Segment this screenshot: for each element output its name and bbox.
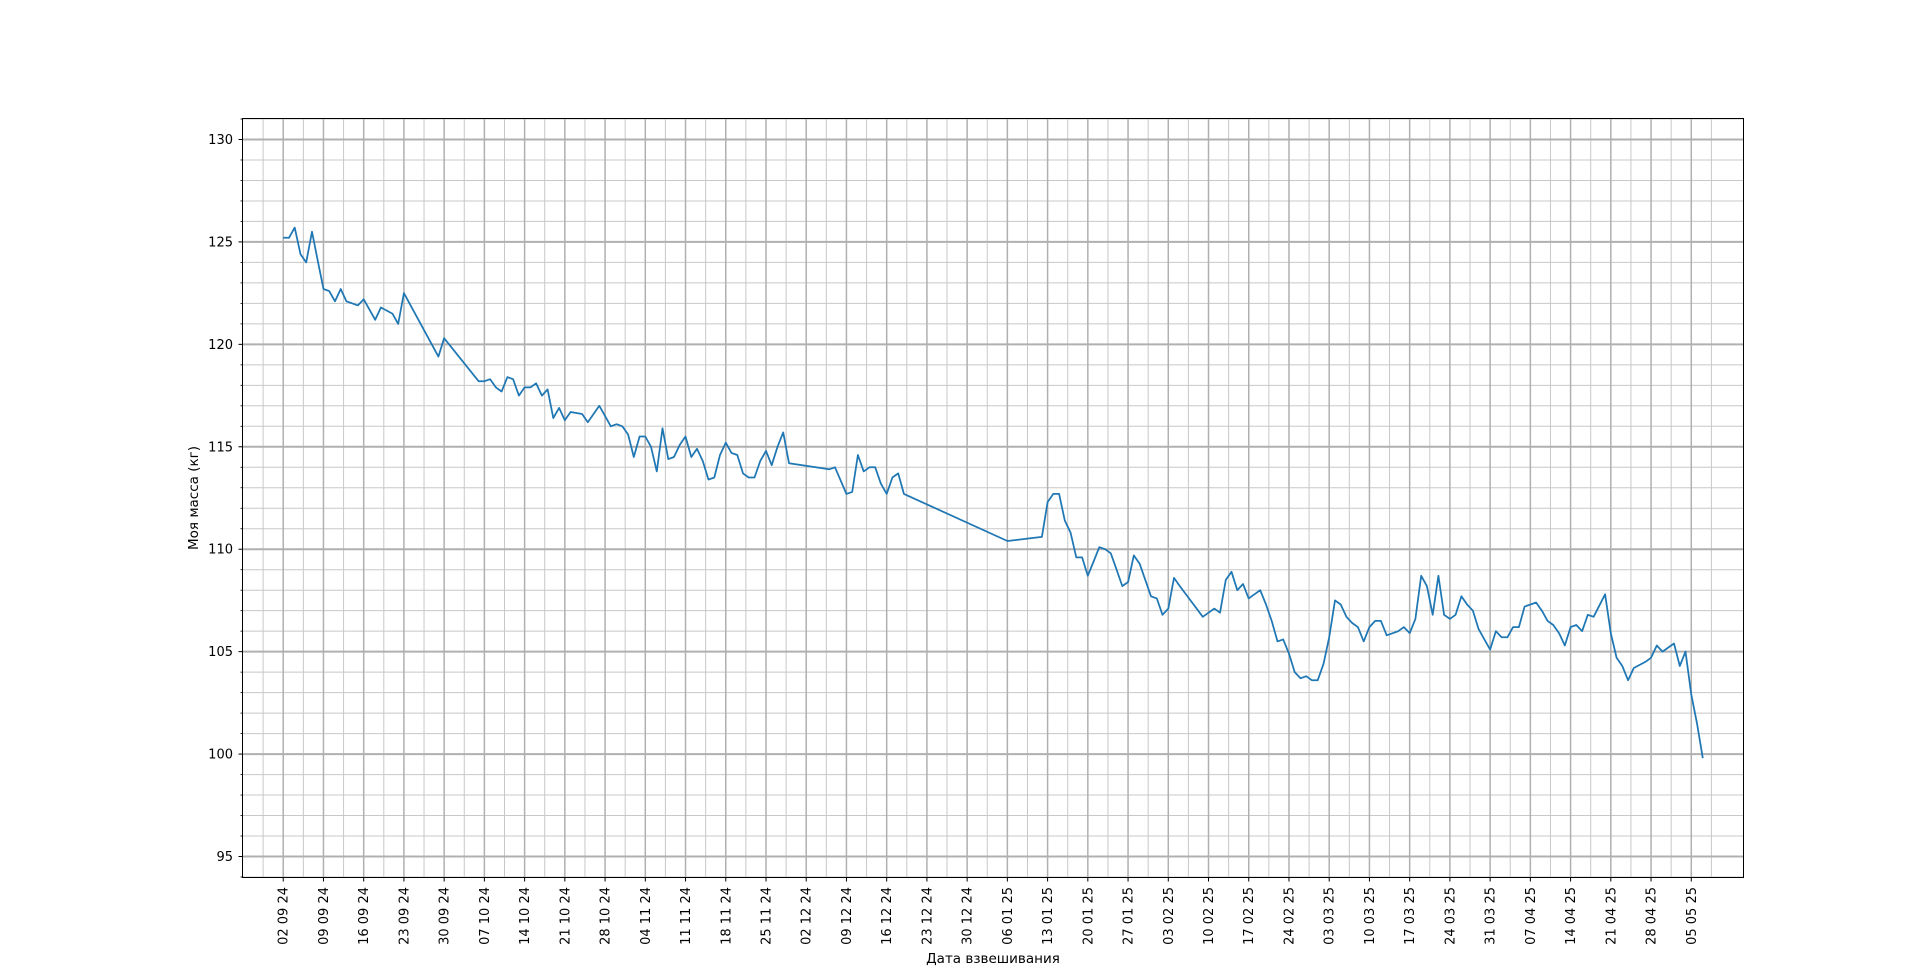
x-tick-label: 02 12 24: [800, 887, 815, 945]
x-tick-label: 18 11 24: [719, 887, 734, 945]
minor-grid: [243, 118, 1743, 878]
x-tick-label: 31 03 25: [1484, 887, 1499, 945]
x-tick-label: 10 03 25: [1363, 887, 1378, 945]
y-tick-label: 125: [208, 235, 233, 250]
x-tick-label: 21 04 25: [1604, 887, 1619, 945]
x-tick-label: 04 11 24: [639, 887, 654, 945]
x-tick-label: 27 01 25: [1122, 887, 1137, 945]
y-tick-label: 130: [208, 133, 233, 148]
x-tick-label: 09 12 24: [840, 887, 855, 945]
x-tick-label: 16 12 24: [880, 887, 895, 945]
y-tick-label: 120: [208, 338, 233, 353]
weight-series-line: [283, 226, 1704, 759]
x-tick-label: 28 10 24: [599, 887, 614, 945]
x-tick-label: 30 12 24: [961, 887, 976, 945]
x-tick-label: 17 03 25: [1403, 887, 1418, 945]
x-tick-label: 03 02 25: [1162, 887, 1177, 945]
x-tick-label: 24 02 25: [1282, 887, 1297, 945]
x-tick-label: 23 09 24: [397, 887, 412, 945]
x-tick-label: 20 01 25: [1081, 887, 1096, 945]
x-tick-label: 14 04 25: [1564, 887, 1579, 945]
x-tick-label: 16 09 24: [357, 887, 372, 945]
x-tick-label: 17 02 25: [1242, 887, 1257, 945]
x-tick-label: 25 11 24: [759, 887, 774, 945]
x-axis-title: Дата взвешивания: [926, 951, 1060, 967]
x-tick-label: 30 09 24: [438, 887, 453, 945]
x-tick-label: 02 09 24: [277, 887, 292, 945]
x-tick-label: 11 11 24: [679, 887, 694, 945]
x-tick-label: 07 04 25: [1524, 887, 1539, 945]
y-tick-label: 115: [208, 440, 233, 455]
x-tick-label: 23 12 24: [920, 887, 935, 945]
x-tick-label: 13 01 25: [1041, 887, 1056, 945]
plot-frame: [242, 118, 1744, 878]
major-grid: [243, 119, 1743, 877]
x-tick-label: 09 09 24: [317, 887, 332, 945]
y-axis-title: Моя масса (кг): [186, 446, 202, 550]
x-tick-label: 24 03 25: [1443, 887, 1458, 945]
y-axis: 95 100 105 110 115 120 125 130: [208, 118, 243, 878]
y-tick-label: 100: [208, 748, 233, 763]
x-tick-label: 06 01 25: [1001, 887, 1016, 945]
x-tick-label: 03 03 25: [1323, 887, 1338, 945]
y-tick-label: 95: [216, 850, 233, 865]
x-axis: 02 09 24 09 09 24 16 09 24 23 09 24 30 09 24…: [277, 877, 1700, 945]
x-tick-label: 07 10 24: [478, 887, 493, 945]
x-tick-label: 28 04 25: [1645, 887, 1660, 945]
x-tick-label: 14 10 24: [518, 887, 533, 945]
x-tick-label: 05 05 25: [1685, 887, 1700, 945]
x-tick-label: 10 02 25: [1202, 887, 1217, 945]
x-tick-label: 21 10 24: [558, 887, 573, 945]
y-tick-label: 110: [208, 543, 233, 558]
y-tick-label: 105: [208, 645, 233, 660]
